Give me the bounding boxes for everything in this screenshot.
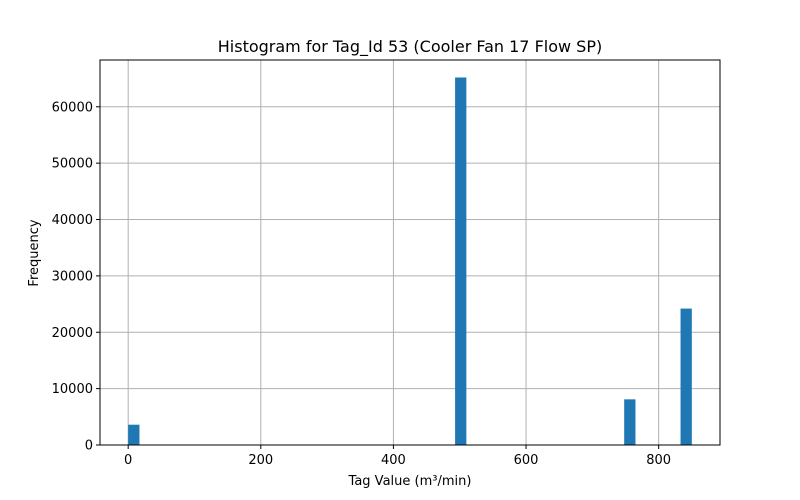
y-tick-label: 20000 — [52, 326, 93, 341]
x-tick-label: 800 — [646, 453, 671, 468]
y-axis-label: Frequency — [27, 219, 42, 286]
y-tick-label: 50000 — [52, 157, 93, 172]
grid-lines — [100, 60, 720, 446]
x-tick-label: 600 — [514, 453, 539, 468]
x-tick-label: 400 — [381, 453, 406, 468]
chart-title: Histogram for Tag_Id 53 (Cooler Fan 17 F… — [218, 37, 602, 57]
y-tick-label: 10000 — [52, 382, 93, 397]
histogram-bar — [128, 424, 140, 445]
histogram-bar — [680, 308, 692, 445]
histogram-bar — [455, 77, 467, 446]
histogram-bar — [624, 399, 636, 445]
x-tick-label: 0 — [124, 453, 132, 468]
y-tick-label: 40000 — [52, 213, 93, 228]
x-tick-label: 200 — [248, 453, 273, 468]
axis-ticks: 0 200 400 600 800 0 10000 20000 30000 40000 50000 6… — [52, 100, 671, 468]
y-tick-label: 0 — [85, 439, 93, 454]
bars — [128, 77, 692, 446]
x-axis-label: Tag Value (m³/min) — [348, 474, 472, 489]
y-tick-label: 30000 — [52, 269, 93, 284]
y-tick-label: 60000 — [52, 100, 93, 115]
plot-frame — [99, 59, 721, 446]
